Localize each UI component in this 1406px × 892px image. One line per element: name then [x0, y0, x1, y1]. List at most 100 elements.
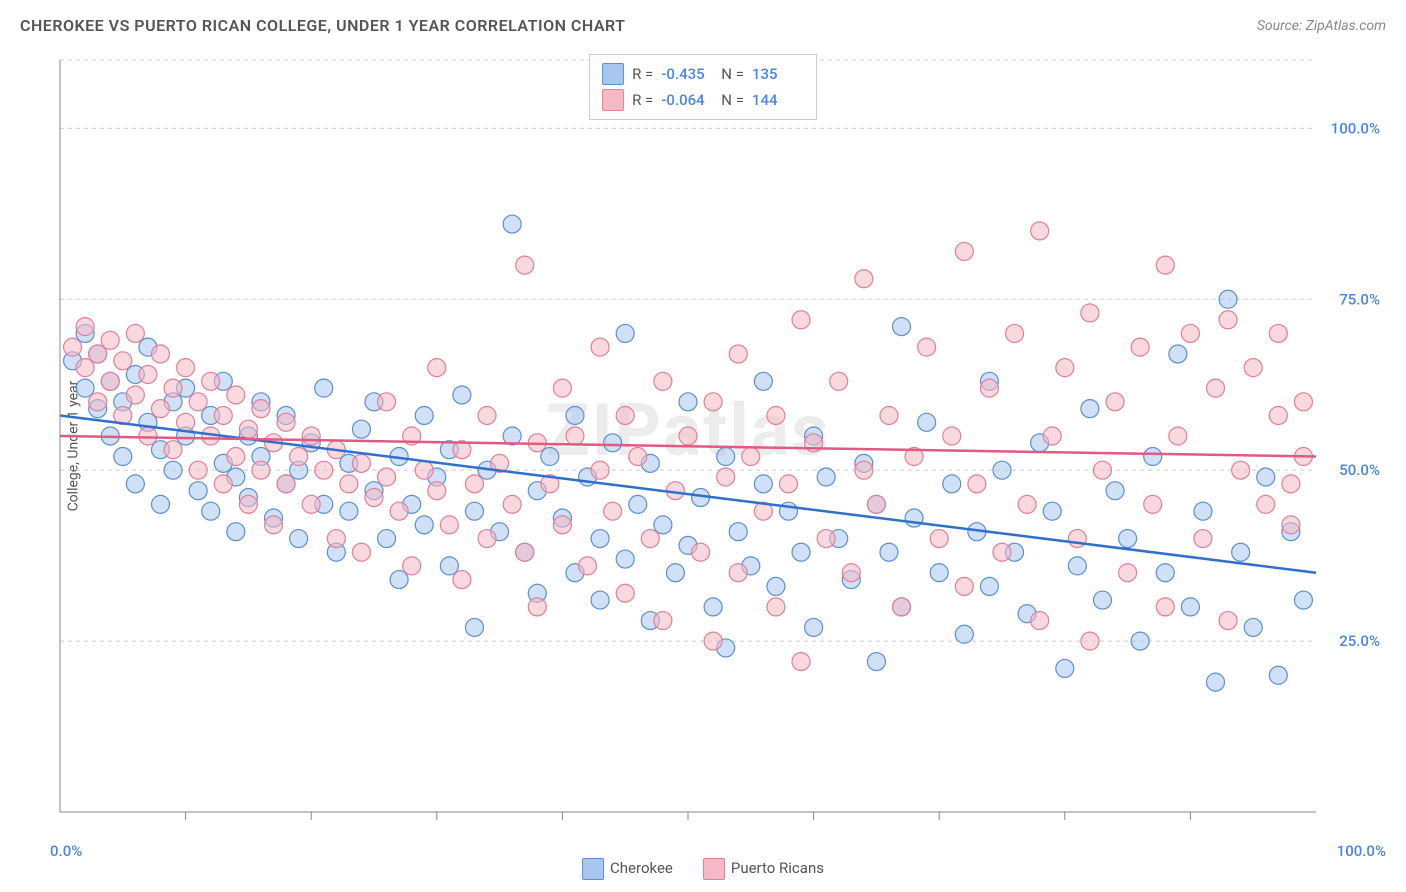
data-point	[779, 475, 797, 493]
data-point	[340, 475, 358, 493]
data-point	[1282, 475, 1300, 493]
data-point	[792, 311, 810, 329]
data-point	[817, 530, 835, 548]
data-point	[629, 495, 647, 513]
data-point	[415, 406, 433, 424]
data-point	[214, 475, 232, 493]
y-tick-label: 100.0%	[1331, 119, 1380, 137]
data-point	[1169, 427, 1187, 445]
data-point	[126, 386, 144, 404]
data-point	[1232, 461, 1250, 479]
data-point	[139, 365, 157, 383]
data-point	[930, 564, 948, 582]
data-point	[591, 461, 609, 479]
data-point	[1156, 598, 1174, 616]
data-point	[955, 242, 973, 260]
data-point	[1031, 612, 1049, 630]
legend-swatch	[582, 858, 604, 880]
r-label: R =	[632, 65, 653, 83]
data-point	[164, 441, 182, 459]
data-point	[993, 543, 1011, 561]
data-point	[1244, 359, 1262, 377]
data-point	[151, 345, 169, 363]
data-point	[1282, 516, 1300, 534]
data-point	[164, 379, 182, 397]
data-point	[754, 372, 772, 390]
data-point	[189, 461, 207, 479]
data-point	[566, 406, 584, 424]
data-point	[1257, 495, 1275, 513]
data-point	[1207, 379, 1225, 397]
data-point	[76, 318, 94, 336]
data-point	[867, 495, 885, 513]
data-point	[792, 653, 810, 671]
data-point	[177, 359, 195, 377]
data-point	[89, 393, 107, 411]
data-point	[1269, 406, 1287, 424]
data-point	[1232, 543, 1250, 561]
data-point	[239, 420, 257, 438]
data-point	[302, 495, 320, 513]
legend-swatch	[703, 858, 725, 880]
data-point	[767, 406, 785, 424]
data-point	[189, 393, 207, 411]
data-point	[76, 359, 94, 377]
data-point	[378, 393, 396, 411]
data-point	[1081, 304, 1099, 322]
data-point	[378, 468, 396, 486]
data-point	[616, 324, 634, 342]
data-point	[126, 475, 144, 493]
data-point	[604, 502, 622, 520]
n-value: 135	[752, 65, 804, 83]
data-point	[943, 475, 961, 493]
data-point	[478, 530, 496, 548]
data-point	[465, 618, 483, 636]
legend-swatch	[602, 63, 624, 85]
r-label: R =	[632, 91, 653, 109]
chart-title: CHEROKEE VS PUERTO RICAN COLLEGE, UNDER …	[20, 16, 626, 35]
data-point	[76, 379, 94, 397]
data-point	[792, 543, 810, 561]
r-value: -0.064	[661, 91, 713, 109]
data-point	[1207, 673, 1225, 691]
data-point	[541, 448, 559, 466]
data-point	[1144, 448, 1162, 466]
data-point	[151, 495, 169, 513]
data-point	[453, 571, 471, 589]
data-point	[980, 379, 998, 397]
data-point	[252, 400, 270, 418]
data-point	[126, 324, 144, 342]
data-point	[352, 543, 370, 561]
data-point	[340, 502, 358, 520]
data-point	[151, 400, 169, 418]
data-point	[629, 448, 647, 466]
data-point	[980, 577, 998, 595]
legend-item: Puerto Ricans	[703, 858, 824, 880]
data-point	[227, 448, 245, 466]
data-point	[817, 468, 835, 486]
stats-legend-row: R =-0.435N =135	[602, 61, 804, 87]
data-point	[893, 318, 911, 336]
data-point	[654, 612, 672, 630]
data-point	[679, 393, 697, 411]
data-point	[89, 345, 107, 363]
data-point	[1244, 618, 1262, 636]
data-point	[453, 386, 471, 404]
data-point	[365, 489, 383, 507]
data-point	[415, 461, 433, 479]
data-point	[202, 502, 220, 520]
data-point	[227, 523, 245, 541]
data-point	[767, 598, 785, 616]
data-point	[1081, 400, 1099, 418]
data-point	[1106, 482, 1124, 500]
data-point	[227, 386, 245, 404]
data-point	[855, 270, 873, 288]
data-point	[177, 413, 195, 431]
data-point	[1156, 564, 1174, 582]
data-point	[679, 427, 697, 445]
data-point	[478, 406, 496, 424]
data-point	[290, 448, 308, 466]
data-point	[516, 543, 534, 561]
legend-swatch	[602, 89, 624, 111]
data-point	[1181, 324, 1199, 342]
